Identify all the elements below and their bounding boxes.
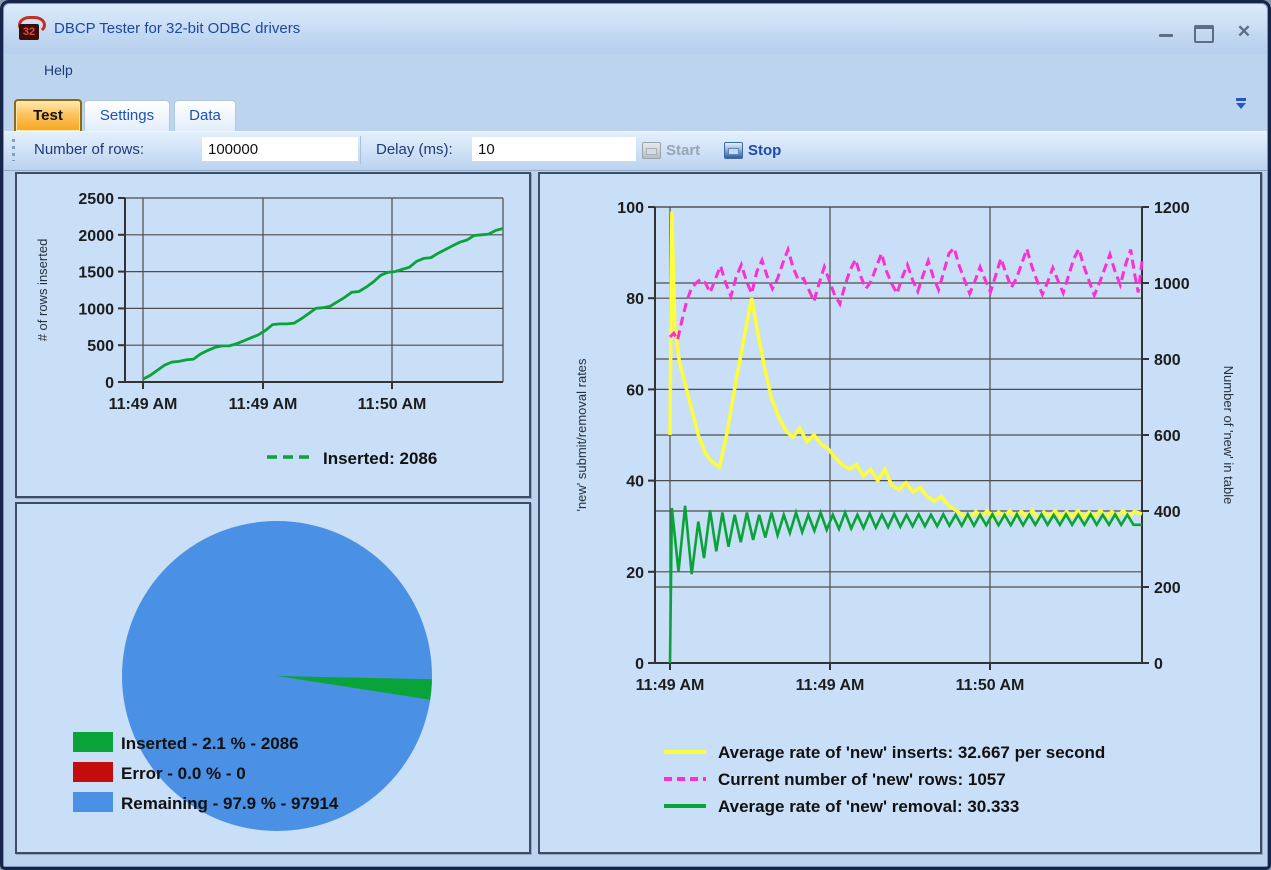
- svg-text:100: 100: [617, 200, 644, 217]
- overflow-icon: [1236, 98, 1246, 101]
- svg-text:11:50 AM: 11:50 AM: [358, 396, 427, 413]
- rows-inserted-chart-panel: 0 500 1000 1500 2000 2500 11:49 AM 11:49 AM 11:5…: [15, 172, 531, 498]
- svg-text:1500: 1500: [78, 265, 114, 282]
- svg-text:'new' submit/removal rates: 'new' submit/removal rates: [574, 358, 589, 512]
- svg-text:500: 500: [87, 338, 114, 355]
- svg-text:600: 600: [1154, 428, 1181, 445]
- svg-text:0: 0: [105, 375, 114, 392]
- svg-text:2500: 2500: [78, 191, 114, 208]
- pie-legend-remaining: Remaining - 97.9 % - 97914: [121, 794, 339, 813]
- stop-button-label: Stop: [748, 142, 781, 159]
- rates-legend-removal-rate: Average rate of 'new' removal: 30.333: [718, 797, 1019, 816]
- close-icon: ✕: [1237, 22, 1251, 41]
- menu-bar: Help: [4, 54, 1267, 86]
- svg-text:800: 800: [1154, 352, 1181, 369]
- tab-test[interactable]: Test: [14, 99, 82, 131]
- menu-item-help[interactable]: Help: [36, 60, 81, 80]
- tab-settings[interactable]: Settings: [84, 100, 170, 131]
- progress-pie-chart: Inserted - 2.1 % - 2086 Error - 0.0 % - 0…: [17, 504, 525, 848]
- delay-ms-label: Delay (ms):: [376, 141, 453, 158]
- svg-text:1200: 1200: [1154, 200, 1190, 217]
- number-of-rows-input[interactable]: [202, 137, 358, 161]
- stop-button[interactable]: Stop: [720, 137, 785, 163]
- title-bar[interactable]: 32 DBCP Tester for 32-bit ODBC drivers ✕: [4, 4, 1267, 54]
- minimize-button[interactable]: [1151, 22, 1181, 42]
- start-button[interactable]: Start: [638, 137, 704, 163]
- svg-text:0: 0: [635, 656, 644, 673]
- toolbar-divider: [360, 136, 361, 164]
- rates-legend-insert-rate: Average rate of 'new' inserts: 32.667 pe…: [718, 743, 1105, 762]
- svg-text:200: 200: [1154, 580, 1181, 597]
- rates-chart: 0 200 400 600 800 1000 1200 0 20 40 60 80 100 11:49 A…: [540, 174, 1256, 848]
- rates-legend-new-rows: Current number of 'new' rows: 1057: [718, 770, 1006, 789]
- rates-chart-panel: 0 200 400 600 800 1000 1200 0 20 40 60 80 100 11:49 A…: [538, 172, 1262, 854]
- app-window: 32 DBCP Tester for 32-bit ODBC drivers ✕…: [0, 0, 1271, 870]
- number-of-rows-label: Number of rows:: [34, 141, 144, 158]
- svg-text:2000: 2000: [78, 228, 114, 245]
- start-icon: [642, 142, 661, 159]
- window-title: DBCP Tester for 32-bit ODBC drivers: [54, 20, 300, 37]
- rows-chart-legend: Inserted: 2086: [323, 449, 437, 468]
- svg-text:400: 400: [1154, 504, 1181, 521]
- app-icon-32-label: 32: [19, 24, 39, 40]
- svg-text:40: 40: [626, 474, 644, 491]
- maximize-icon: [1194, 25, 1214, 43]
- chevron-down-icon: [1236, 103, 1246, 114]
- close-button[interactable]: ✕: [1229, 22, 1259, 42]
- svg-text:80: 80: [626, 291, 644, 308]
- svg-text:1000: 1000: [1154, 276, 1190, 293]
- toolbar-overflow-button[interactable]: [1229, 94, 1253, 118]
- delay-ms-input[interactable]: [472, 137, 636, 161]
- app-icon: 32: [16, 15, 44, 43]
- toolbar: Number of rows: Delay (ms): Start Stop: [4, 131, 1267, 172]
- svg-text:# of rows inserted: # of rows inserted: [35, 239, 50, 342]
- pie-legend-error: Error - 0.0 % - 0: [121, 764, 246, 783]
- toolbar-grip-handle[interactable]: [12, 139, 15, 161]
- svg-text:11:50 AM: 11:50 AM: [956, 677, 1025, 694]
- svg-text:11:49 AM: 11:49 AM: [229, 396, 298, 413]
- pie-legend-inserted: Inserted - 2.1 % - 2086: [121, 734, 299, 753]
- maximize-button[interactable]: [1189, 22, 1219, 42]
- main-content: 0500100015002000250011:49 AM11:49 AM11:5…: [4, 171, 1267, 866]
- svg-text:1000: 1000: [78, 301, 114, 318]
- svg-text:11:49 AM: 11:49 AM: [636, 677, 705, 694]
- minimize-icon: [1159, 34, 1173, 37]
- svg-text:60: 60: [626, 382, 644, 399]
- svg-text:Number of 'new' in table: Number of 'new' in table: [1221, 366, 1236, 505]
- svg-text:20: 20: [626, 565, 644, 582]
- stop-icon: [724, 142, 743, 159]
- start-button-label: Start: [666, 142, 700, 159]
- tab-strip: Test Settings Data: [4, 86, 1267, 131]
- svg-text:0: 0: [1154, 656, 1163, 673]
- svg-text:11:49 AM: 11:49 AM: [796, 677, 865, 694]
- rows-inserted-chart: 0 500 1000 1500 2000 2500 11:49 AM 11:49 AM 11:5…: [17, 174, 525, 492]
- progress-pie-panel: Inserted - 2.1 % - 2086 Error - 0.0 % - 0…: [15, 502, 531, 854]
- svg-text:11:49 AM: 11:49 AM: [109, 396, 178, 413]
- tab-data[interactable]: Data: [174, 100, 236, 131]
